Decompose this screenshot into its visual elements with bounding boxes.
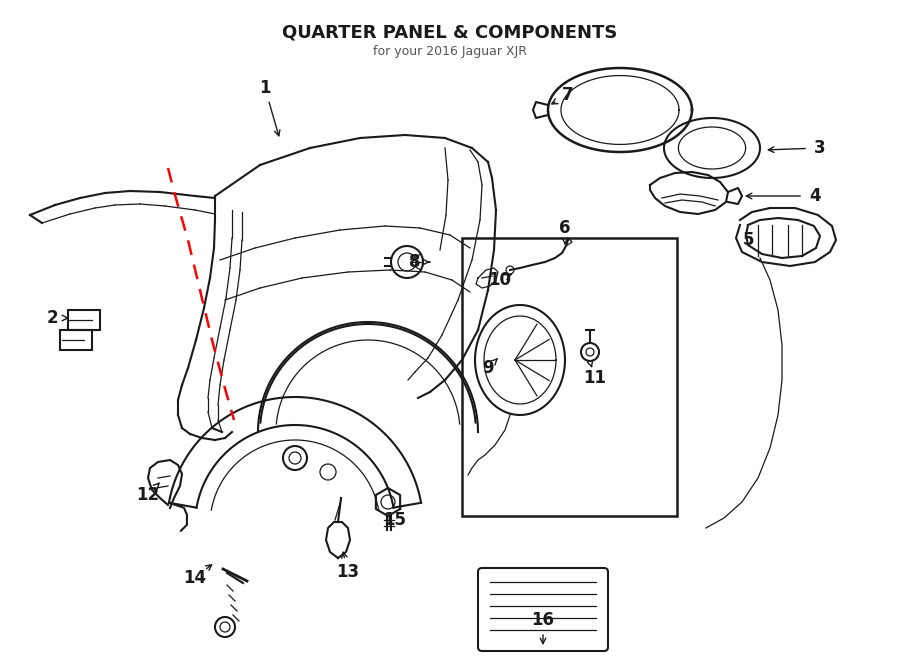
Text: 10: 10: [489, 271, 511, 289]
Text: 11: 11: [583, 369, 607, 387]
Bar: [68, 310, 100, 330]
Text: 3: 3: [814, 139, 826, 157]
Text: 14: 14: [184, 569, 207, 587]
Text: 8: 8: [410, 253, 421, 271]
Text: 9: 9: [482, 359, 494, 377]
Text: 2: 2: [46, 309, 58, 327]
Text: 16: 16: [532, 611, 554, 629]
Text: 5: 5: [742, 231, 754, 249]
Text: 15: 15: [383, 511, 407, 529]
Bar: [60, 330, 92, 350]
Text: QUARTER PANEL & COMPONENTS: QUARTER PANEL & COMPONENTS: [283, 23, 617, 41]
Text: 4: 4: [809, 187, 821, 205]
Bar: [462, 238, 677, 516]
Text: 1: 1: [259, 79, 271, 97]
Text: for your 2016 Jaguar XJR: for your 2016 Jaguar XJR: [373, 46, 527, 59]
Text: 6: 6: [559, 219, 571, 237]
Text: 12: 12: [137, 486, 159, 504]
Text: 7: 7: [562, 86, 574, 104]
Text: 13: 13: [337, 563, 360, 581]
